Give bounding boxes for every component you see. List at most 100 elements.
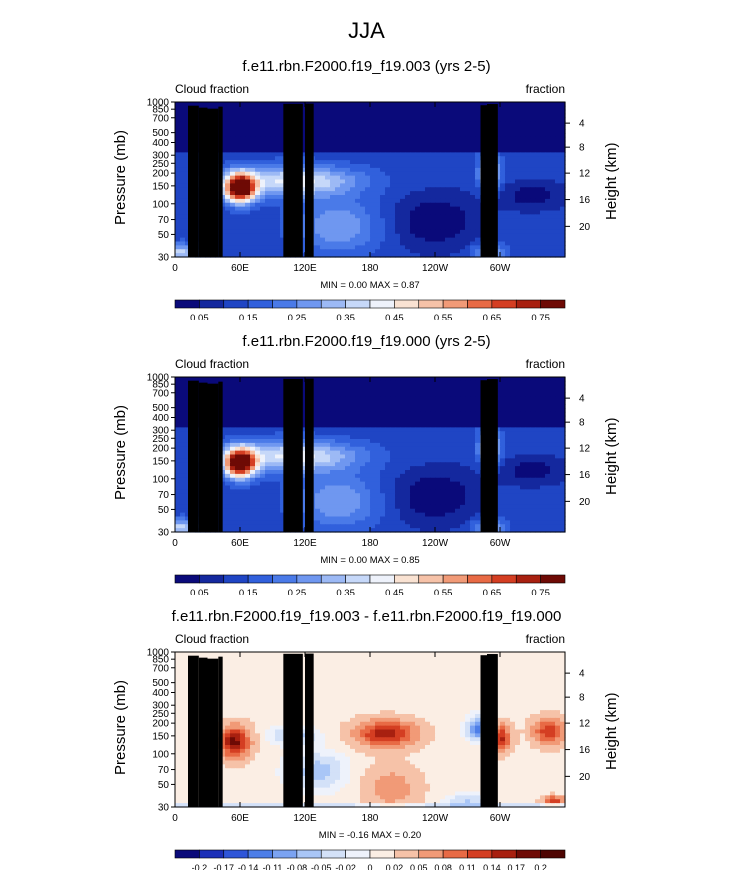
heatmap-cell (530, 226, 536, 231)
heatmap-cell (540, 377, 546, 382)
heatmap-cell (470, 218, 476, 223)
heatmap-cell (270, 380, 276, 386)
heatmap-cell (560, 125, 566, 130)
heatmap-cell (340, 454, 346, 459)
heatmap-cell (360, 404, 366, 409)
heatmap-cell (505, 121, 511, 126)
y-tick-label: 30 (158, 253, 170, 264)
heatmap-cell (535, 121, 541, 126)
heatmap-cell (535, 179, 541, 184)
heatmap-cell (370, 136, 376, 142)
heatmap-cell (425, 384, 431, 390)
heatmap-cell (390, 458, 396, 463)
heatmap-cell (545, 136, 551, 142)
heatmap-cell (550, 419, 556, 425)
heatmap-cell (235, 117, 241, 122)
heatmap-cell (445, 210, 451, 215)
heatmap-cell (370, 179, 376, 184)
heatmap-cell (340, 133, 346, 138)
heatmap-cell (460, 454, 466, 459)
heatmap-cell (260, 152, 266, 157)
heatmap-cell (560, 442, 566, 448)
heatmap-cell (325, 384, 331, 390)
heatmap-cell (555, 411, 561, 417)
heatmap-cell (540, 384, 546, 390)
heatmap-cell (175, 218, 181, 223)
heatmap-cell (245, 408, 251, 413)
heatmap-cell (330, 400, 336, 405)
heatmap-cell (245, 450, 251, 456)
heatmap-cell (515, 249, 521, 254)
heatmap-cell (235, 183, 241, 188)
heatmap-cell (250, 214, 256, 219)
x-tick-label: 180 (362, 263, 379, 274)
heatmap-cell (450, 226, 456, 231)
heatmap-cell (505, 206, 511, 212)
heatmap-cell (365, 179, 371, 184)
heatmap-cell (420, 136, 426, 142)
heatmap-cell (445, 202, 451, 208)
heatmap-cell (250, 113, 256, 119)
heatmap-cell (420, 121, 426, 126)
heatmap-cell (275, 396, 281, 401)
heatmap-cell (245, 109, 251, 115)
heatmap-cell (500, 171, 506, 177)
heatmap-cell (175, 133, 181, 138)
heatmap-cell (350, 222, 356, 227)
heatmap-cell (385, 454, 391, 459)
heatmap-cell (270, 136, 276, 142)
heatmap-cell (455, 214, 461, 219)
heatmap-cell (395, 396, 401, 401)
heatmap-cell (180, 133, 186, 138)
heatmap-cell (350, 202, 356, 208)
heatmap-cell (370, 253, 376, 258)
heatmap-cell (235, 210, 241, 215)
heatmap-cell (420, 156, 426, 161)
heatmap-cell (445, 109, 451, 115)
heatmap-cell (535, 439, 541, 444)
heatmap-cell (505, 427, 511, 432)
heatmap-cell (355, 388, 361, 394)
heatmap-cell (320, 175, 326, 181)
heatmap-cell (435, 222, 441, 227)
heatmap-cell (365, 229, 371, 235)
heatmap-cell (530, 167, 536, 173)
heatmap-cell (410, 179, 416, 184)
heatmap-cell (400, 160, 406, 165)
terrain-block (218, 106, 223, 257)
heatmap-cell (315, 206, 321, 212)
heatmap-cell (545, 458, 551, 463)
heatmap-cell (280, 446, 286, 452)
heatmap-cell (385, 179, 391, 184)
heatmap-cell (550, 245, 556, 250)
heatmap-cell (280, 117, 286, 122)
heatmap-cell (440, 249, 446, 254)
heatmap-cell (350, 388, 356, 394)
heatmap-cell (460, 164, 466, 169)
heatmap-cell (510, 202, 516, 208)
heatmap-cell (530, 458, 536, 463)
heatmap-cell (420, 408, 426, 413)
heatmap-cell (250, 458, 256, 463)
heatmap-cell (315, 431, 321, 436)
heatmap-cell (395, 245, 401, 250)
heatmap-cell (345, 454, 351, 459)
heatmap-cell (440, 241, 446, 246)
heatmap-cell (405, 454, 411, 459)
heatmap-cell (415, 237, 421, 243)
heatmap-cell (320, 129, 326, 134)
heatmap-cell (395, 125, 401, 130)
heatmap-cell (430, 419, 436, 425)
heatmap-cell (450, 206, 456, 212)
heatmap-cell (545, 179, 551, 184)
y-tick-label: 200 (152, 169, 169, 180)
heatmap-cell (325, 400, 331, 405)
heatmap-cell (230, 175, 236, 181)
heatmap-cell (355, 133, 361, 138)
heatmap-cell (315, 195, 321, 200)
heatmap-cell (475, 164, 481, 169)
heatmap-cell (465, 226, 471, 231)
heatmap-cell (270, 152, 276, 157)
heatmap-cell (180, 431, 186, 436)
heatmap-cell (460, 214, 466, 219)
